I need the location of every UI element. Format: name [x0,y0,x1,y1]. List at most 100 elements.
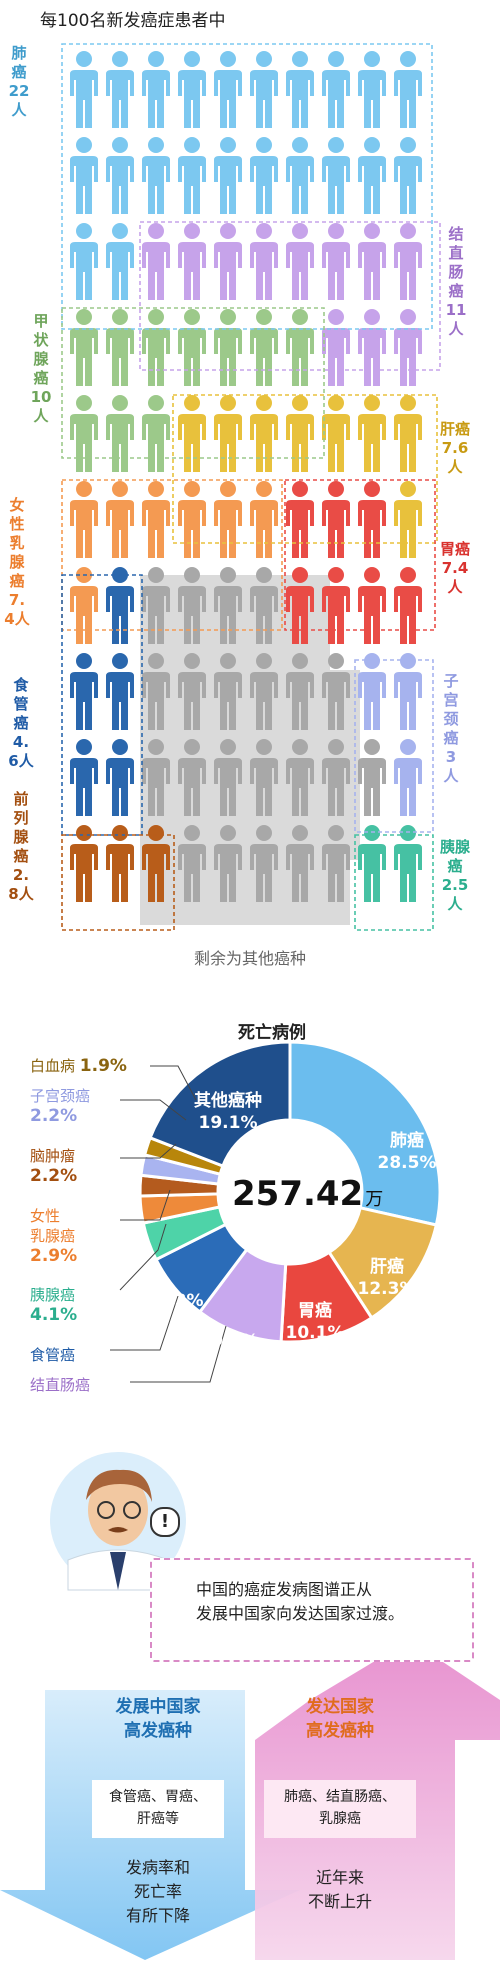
person-thyroid [106,395,134,472]
person-thyroid [106,309,134,386]
label-thyroid-name: 甲状腺癌 [33,312,49,387]
developing-title-2: 高发癌种 [124,1721,192,1741]
pictogram-title: 每100名新发癌症患者中 [40,11,226,31]
person-breast [214,481,242,558]
person-other [322,653,350,730]
person-breast [106,481,134,558]
person-other [214,739,242,816]
person-other [142,567,170,644]
lung-region [61,43,433,330]
label-liver-name: 肝癌 [440,420,471,438]
leader-line-4 [119,1223,167,1291]
slice-label-lung-value: 28.5% [377,1153,437,1173]
person-esophagus [106,739,134,816]
label-stomach: 胃癌 7.4人 [440,540,470,597]
leader-line-0 [150,1065,197,1101]
label-colorectal-name: 结直肠癌 [448,225,464,300]
person-lung [142,137,170,214]
speech-line-1: 中国的癌症发病图谱正从 [196,1580,373,1599]
cervical-region [354,659,434,833]
person-colorectal [286,223,314,300]
death-donut-chart [110,1040,442,1383]
donut-total-value: 257.42 [232,1174,364,1214]
person-pancreas [394,825,422,902]
exclamation-icon: ! [150,1507,180,1537]
label-pancreas: 胰腺癌 2.5人 [440,838,470,914]
person-esophagus [106,653,134,730]
speech-text: 中国的癌症发病图谱正从 发展中国家向发达国家过渡。 [196,1578,456,1626]
developing-cancers-1: 食管癌、胃癌、 [109,1789,207,1805]
person-lung [394,51,422,128]
person-prostate [70,825,98,902]
person-cervical [394,653,422,730]
person-esophagus [70,739,98,816]
person-other [178,567,206,644]
person-prostate [106,825,134,902]
label-prostate-value: 2.8人 [8,866,34,903]
label-pancreas-name: 胰腺癌 [440,838,471,875]
prostate-region [61,834,175,931]
person-lung [70,223,98,300]
slice-label-colorectal-value: 9.3% [211,1331,259,1351]
person-thyroid [214,309,242,386]
developed-title-2: 高发癌种 [306,1721,374,1741]
label-thyroid-value: 10人 [30,388,52,425]
label-prostate: 前列腺癌 2.8人 [8,790,34,904]
slice-label-liver: 肝癌 12.3% [352,1256,422,1300]
person-esophagus [70,653,98,730]
outer-label-leukemia-value: 1.9% [79,1056,127,1076]
person-colorectal [358,223,386,300]
outer-label-breast-value: 2.9% [30,1246,78,1266]
person-esophagus [106,567,134,644]
developing-trend-1: 发病率和 [125,1858,190,1877]
leader-line-5 [110,1295,179,1351]
person-breast [70,567,98,644]
label-cervical: 子宫颈癌 3人 [440,672,462,786]
donut-title: 死亡病例 [238,1023,306,1043]
person-stomach [358,481,386,558]
person-other [286,653,314,730]
outer-label-cervical-name: 子宫颈癌 [30,1087,91,1105]
person-thyroid [142,309,170,386]
person-prostate [142,825,170,902]
person-other [214,653,242,730]
person-lung [358,137,386,214]
person-lung [142,51,170,128]
label-thyroid: 甲状腺癌 10人 [30,312,52,426]
person-lung [106,223,134,300]
person-lung [250,137,278,214]
pictogram-chart [61,43,441,931]
outer-label-leukemia: 白血病 1.9% [30,1056,127,1076]
breast-region [61,479,283,631]
person-lung [286,51,314,128]
person-liver [358,395,386,472]
person-pancreas [358,825,386,902]
label-lung-name: 肺癌 [11,44,27,81]
outer-label-cervical-value: 2.2% [30,1106,78,1126]
person-lung [250,51,278,128]
slice-label-stomach-value: 10.1% [285,1323,345,1343]
developed-trend-1: 近年来 [315,1868,364,1887]
person-lung [178,137,206,214]
person-lung [214,137,242,214]
person-other [250,653,278,730]
person-other [286,739,314,816]
leader-line-6 [130,1325,227,1383]
label-esophagus-name: 食管癌 [13,676,29,732]
outer-label-breast-name1: 女性 [30,1207,61,1225]
developing-title-1: 发展中国家 [115,1697,201,1717]
person-other [142,653,170,730]
label-breast: 女性乳腺癌 7.4人 [4,496,30,629]
slice-label-liver-name: 肝癌 [370,1257,404,1277]
label-pancreas-value: 2.5人 [441,876,469,913]
slice-label-colorectal: 9.3% [205,1330,265,1352]
person-lung [70,51,98,128]
person-other [322,825,350,902]
person-liver [250,395,278,472]
person-thyroid [178,309,206,386]
outer-label-breast: 女性 乳腺癌 2.9% [30,1206,77,1266]
person-stomach [322,481,350,558]
leader-line-3 [120,1189,171,1221]
developing-cancers-2: 肝癌等 [137,1811,179,1827]
person-colorectal [322,309,350,386]
